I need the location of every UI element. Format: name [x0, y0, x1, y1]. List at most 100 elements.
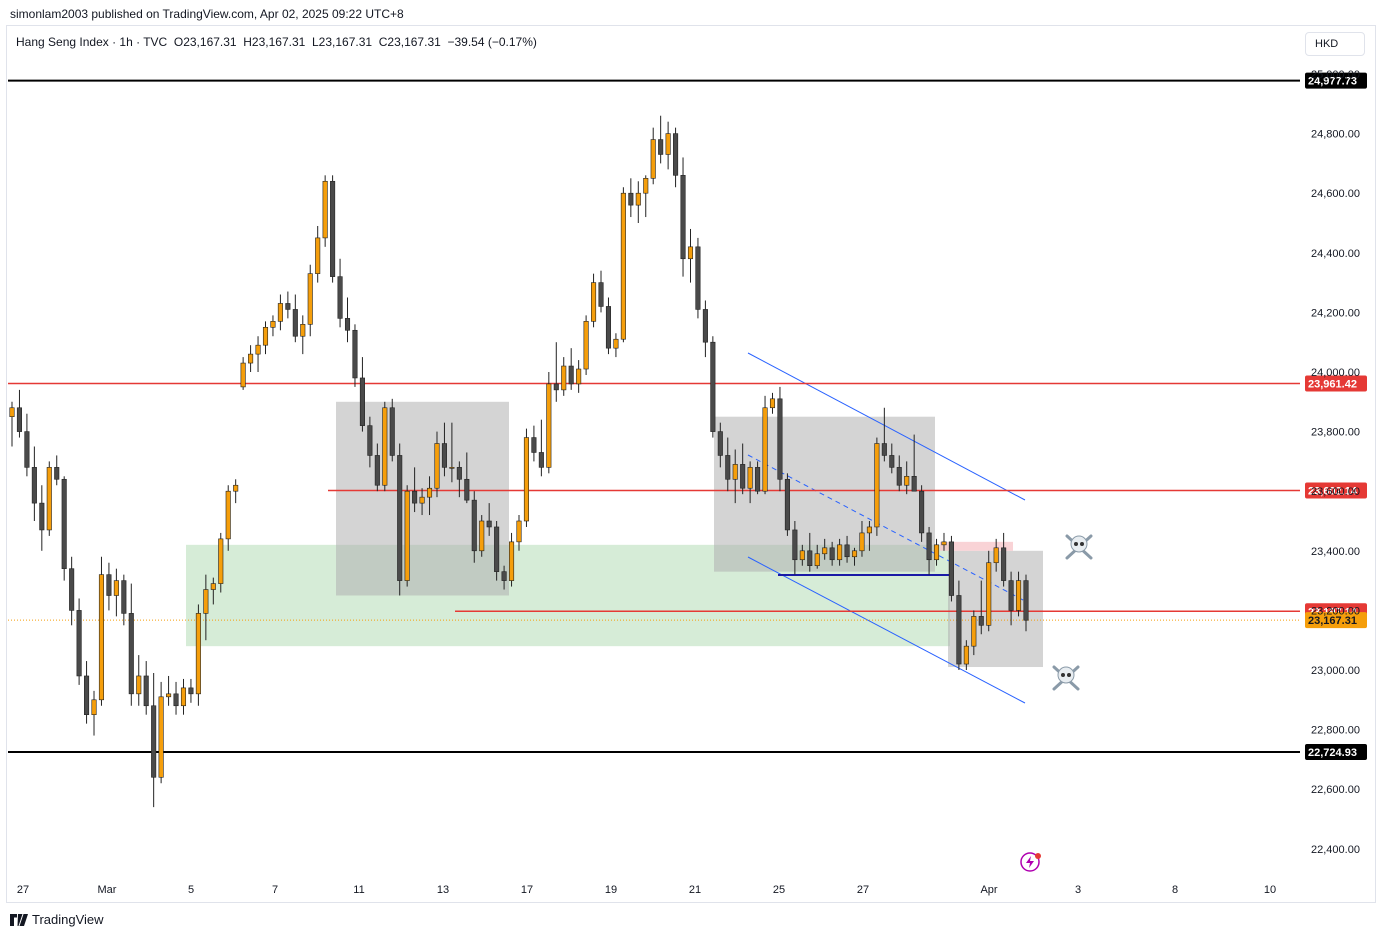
legend-high: H23,167.31	[243, 35, 306, 49]
x-tick-label: 13	[437, 884, 449, 896]
candle-body	[516, 520, 522, 543]
candle-body	[896, 467, 902, 486]
candle-body	[91, 699, 97, 715]
skull-icon	[1065, 534, 1093, 560]
y-tick-label: 22,400.00	[1311, 844, 1360, 856]
legend-open: O23,167.31	[173, 35, 237, 49]
x-tick-label: 7	[272, 884, 278, 896]
channel-upper-line	[747, 352, 1026, 501]
candle-body	[84, 675, 90, 716]
candle-body	[315, 237, 321, 274]
candle-body	[69, 568, 75, 611]
candle-body	[330, 180, 336, 277]
x-tick-label: 11	[353, 884, 364, 896]
candle-body	[956, 595, 962, 665]
candle-body	[561, 365, 567, 391]
symbol-legend[interactable]: Hang Seng Index · 1h · TVC O23,167.31 H2…	[16, 35, 537, 49]
candle-body	[419, 496, 425, 504]
candle-body	[553, 383, 559, 391]
legend-change: −39.54 (−0.17%)	[447, 35, 537, 49]
axes-layer: 22,400.00 22,600.00 22,800.00 23,000.00 23,2…	[17, 69, 1360, 896]
level-tag-label: 23,961.42	[1308, 378, 1357, 390]
tradingview-logo-icon	[10, 913, 28, 926]
candle-body	[710, 341, 716, 432]
candle-body	[225, 490, 231, 540]
level-tag	[1305, 612, 1367, 629]
candle-body	[367, 425, 373, 456]
channel-mid-line	[747, 454, 1026, 602]
x-tick-label: 17	[521, 884, 533, 896]
candle-body	[397, 455, 403, 581]
candle-body	[986, 562, 992, 626]
candle-body	[240, 362, 246, 388]
candle-body	[583, 321, 589, 370]
candle-body	[24, 431, 30, 468]
x-tick-label: 27	[17, 884, 29, 896]
y-tick-label: 23,000.00	[1311, 665, 1360, 677]
candle-body	[844, 544, 850, 558]
candle-body	[919, 490, 925, 534]
zone-pink	[940, 541, 1013, 551]
candle-body	[509, 541, 515, 581]
candles-layer	[9, 115, 1029, 808]
publisher-header: simonlam2003 published on TradingView.co…	[10, 7, 404, 21]
x-tick-label: 3	[1075, 884, 1081, 896]
candle-body	[389, 407, 395, 456]
level-tag	[1305, 72, 1367, 89]
candle-body	[963, 645, 969, 665]
candle-body	[829, 547, 835, 561]
x-tick-label: 10	[1264, 884, 1276, 896]
candle-body	[9, 407, 15, 418]
currency-selector[interactable]: HKD	[1305, 32, 1365, 56]
footer-brand[interactable]: TradingView	[10, 912, 104, 927]
candle-body	[978, 616, 984, 626]
candle-body	[292, 309, 298, 337]
candle-body	[300, 324, 306, 337]
candle-body	[16, 407, 22, 432]
candle-body	[702, 309, 708, 343]
candle-body	[106, 574, 112, 596]
candle-body	[180, 687, 187, 707]
y-tick-label: 24,800.00	[1311, 129, 1360, 141]
candle-body	[255, 344, 261, 355]
candle-body	[799, 550, 805, 561]
decor-layer	[1020, 534, 1093, 872]
candle-body	[456, 467, 462, 480]
candle-body	[576, 368, 582, 385]
levels-layer: 24,977.7323,961.4223,602.1423,197.1423,1…	[8, 72, 1367, 760]
candle-body	[307, 273, 313, 325]
candle-body	[859, 532, 865, 552]
y-tick-label: 23,400.00	[1311, 546, 1360, 558]
candle-body	[620, 192, 626, 340]
candle-body	[889, 455, 895, 468]
candle-body	[635, 192, 641, 206]
y-tick-label: 24,200.00	[1311, 307, 1360, 319]
candle-body	[904, 475, 910, 486]
candle-body	[687, 246, 694, 260]
x-tick-label: 19	[605, 884, 617, 896]
candle-body	[993, 547, 999, 564]
candle-body	[628, 192, 634, 206]
candle-body	[359, 377, 365, 426]
y-tick-label: 22,600.00	[1311, 784, 1360, 796]
candle-body	[650, 139, 656, 179]
candle-body	[769, 398, 776, 409]
level-tag	[1305, 375, 1367, 392]
candle-body	[486, 520, 492, 528]
candle-body	[218, 538, 224, 584]
candle-body	[494, 526, 500, 572]
candle-body	[523, 437, 529, 522]
candle-body	[322, 180, 328, 239]
x-tick-label: 21	[689, 884, 701, 896]
candle-body	[933, 544, 940, 561]
footer-brand-label: TradingView	[32, 912, 104, 927]
y-tick-label: 24,000.00	[1311, 367, 1360, 379]
channel-lower-line	[747, 556, 1026, 704]
candle-body	[173, 693, 179, 707]
legend-close: C23,167.31	[378, 35, 441, 49]
y-tick-label: 24,400.00	[1311, 248, 1360, 260]
candle-body	[151, 705, 157, 778]
candle-body	[1016, 580, 1022, 611]
candle-body	[352, 329, 358, 379]
